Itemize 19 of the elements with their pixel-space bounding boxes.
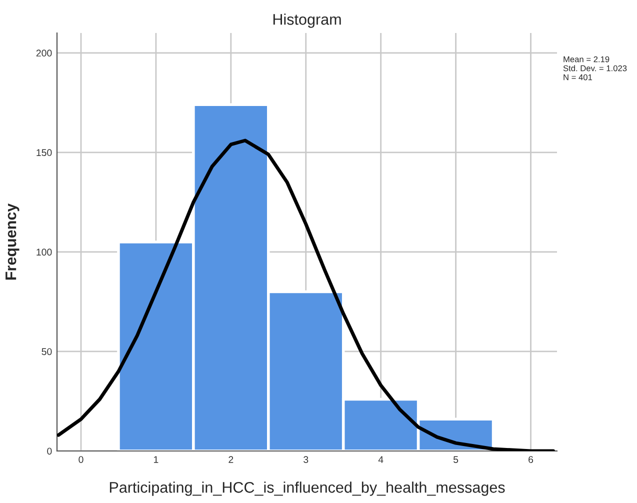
x-tick-label: 6	[528, 456, 534, 463]
text: N = 401	[564, 74, 592, 80]
x-tick-label: 2	[228, 456, 234, 463]
y-tick-label: 150	[36, 149, 52, 156]
x-axis-title: Participating_in_HCC_is_influenced_by_health_messages	[110, 482, 505, 496]
text: Std. Dev. = 1.023	[563, 65, 627, 72]
chart-title: Histogram	[273, 14, 341, 28]
y-tick-label: 0	[47, 448, 52, 455]
x-tick-label: 4	[378, 456, 384, 463]
y-tick-label: 100	[36, 248, 52, 256]
y-tick-label: 200	[36, 50, 52, 57]
y-axis-title: Frequency	[6, 203, 20, 280]
y-tick-label: 50	[42, 348, 52, 356]
x-tick-label: 5	[453, 456, 458, 463]
text: Mean = 2.19	[564, 56, 610, 62]
x-tick-label: 3	[304, 456, 308, 463]
line-series	[57, 138, 555, 451]
x-tick-label: 1	[154, 456, 158, 463]
x-tick-label: 0	[78, 456, 84, 463]
